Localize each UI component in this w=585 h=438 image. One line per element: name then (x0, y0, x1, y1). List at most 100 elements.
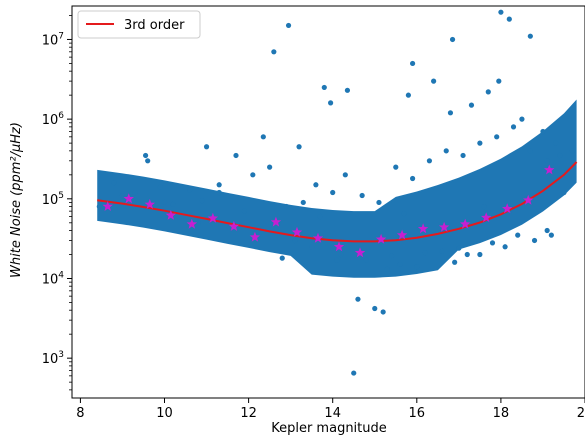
scatter-point (271, 49, 277, 55)
binned-star-marker (438, 221, 450, 232)
binned-star-marker (144, 198, 155, 209)
plot-content (96, 9, 578, 376)
scatter-point (498, 9, 504, 15)
scatter-density-band (97, 99, 577, 278)
scatter-point (363, 257, 369, 263)
scatter-point (502, 244, 508, 250)
scatter-point (380, 309, 386, 315)
scatter-point (267, 164, 273, 170)
scatter-point (439, 248, 445, 254)
scatter-point (506, 16, 512, 22)
binned-star-marker (102, 201, 113, 211)
scatter-point (552, 140, 559, 146)
scatter-point (309, 244, 315, 250)
scatter-point (544, 227, 550, 234)
scatter-point (344, 87, 351, 93)
y-axis-label: White Noise (ppm²/μHz) (9, 122, 24, 278)
scatter-point (397, 261, 403, 268)
scatter-point (489, 240, 496, 246)
scatter-point (414, 264, 420, 270)
scatter-point (313, 182, 319, 188)
scatter-point (142, 152, 149, 159)
scatter-point (241, 208, 248, 214)
x-tick-label: 8 (76, 406, 84, 421)
scatter-point (170, 201, 176, 208)
scatter-point (300, 199, 306, 206)
legend-label: 3rd order (124, 18, 185, 33)
scatter-point (548, 232, 554, 238)
binned-star-marker (207, 212, 219, 223)
y-tick-label: 106 (42, 111, 65, 128)
scatter-point (96, 203, 102, 210)
scatter-point (405, 92, 411, 98)
scatter-point (561, 189, 567, 196)
scatter-point (384, 266, 390, 273)
scatter-point (409, 60, 416, 67)
binned-star-marker (459, 218, 471, 229)
x-tick-label: 14 (324, 406, 341, 421)
scatter-point (132, 189, 138, 196)
scatter-point (449, 36, 456, 43)
scatter-point (321, 84, 327, 91)
scatter-point (519, 116, 525, 122)
scatter-point (393, 164, 399, 170)
scatter-point (145, 158, 151, 164)
scatter-point (409, 175, 416, 182)
binned-star-marker (312, 232, 324, 243)
scatter-point (111, 179, 117, 186)
scatter-point (187, 187, 193, 193)
binned-star-marker (396, 229, 408, 240)
scatter-point (216, 182, 222, 188)
scatter-point (431, 78, 437, 84)
scatter-point (342, 172, 348, 178)
scatter-point (477, 251, 483, 258)
scatter-point (426, 158, 433, 164)
scatter-point (527, 148, 533, 154)
scatter-point (452, 259, 458, 265)
scatter-point (569, 148, 575, 154)
binned-star-marker (228, 220, 240, 231)
binned-star-marker (544, 164, 555, 175)
scatter-point (216, 189, 222, 196)
scatter-point (401, 211, 407, 217)
scatter-point (477, 140, 483, 146)
scatter-point (443, 148, 449, 154)
y-tick-label: 105 (42, 191, 64, 208)
binned-star-marker (123, 193, 134, 204)
scatter-point (119, 192, 126, 199)
legend-box (77, 10, 201, 39)
binned-star-marker (502, 203, 513, 214)
scatter-point (157, 184, 163, 190)
binned-star-marker (375, 233, 387, 244)
scatter-point (199, 197, 205, 204)
binned-star-marker (481, 212, 492, 223)
scatter-point (376, 199, 382, 206)
scatter-point (359, 192, 365, 199)
scatter-point (422, 250, 428, 256)
x-tick-label: 18 (493, 406, 510, 421)
scatter-point (292, 237, 298, 244)
scatter-point (330, 189, 336, 196)
binned-star-marker (291, 226, 303, 237)
scatter-point (515, 232, 521, 238)
y-tick-label: 103 (42, 350, 64, 367)
scatter-point (279, 255, 285, 261)
binned-star-marker (333, 241, 345, 252)
scatter-point (334, 257, 340, 263)
scatter-point (540, 128, 546, 135)
x-tick-label: 16 (409, 406, 426, 421)
scatter-point (527, 33, 533, 39)
binned-star-marker (354, 247, 366, 258)
binned-star-marker (165, 209, 176, 220)
binned-star-marker (417, 223, 429, 234)
scatter-point (388, 253, 395, 259)
x-tick-label: 12 (240, 406, 257, 421)
scatter-point (250, 172, 256, 178)
scatter-point (285, 22, 292, 29)
scatter-point (203, 144, 210, 150)
legend: 3rd order (77, 10, 201, 39)
scatter-point (464, 251, 470, 258)
scatter-point (372, 305, 378, 312)
scatter-point (468, 102, 475, 108)
